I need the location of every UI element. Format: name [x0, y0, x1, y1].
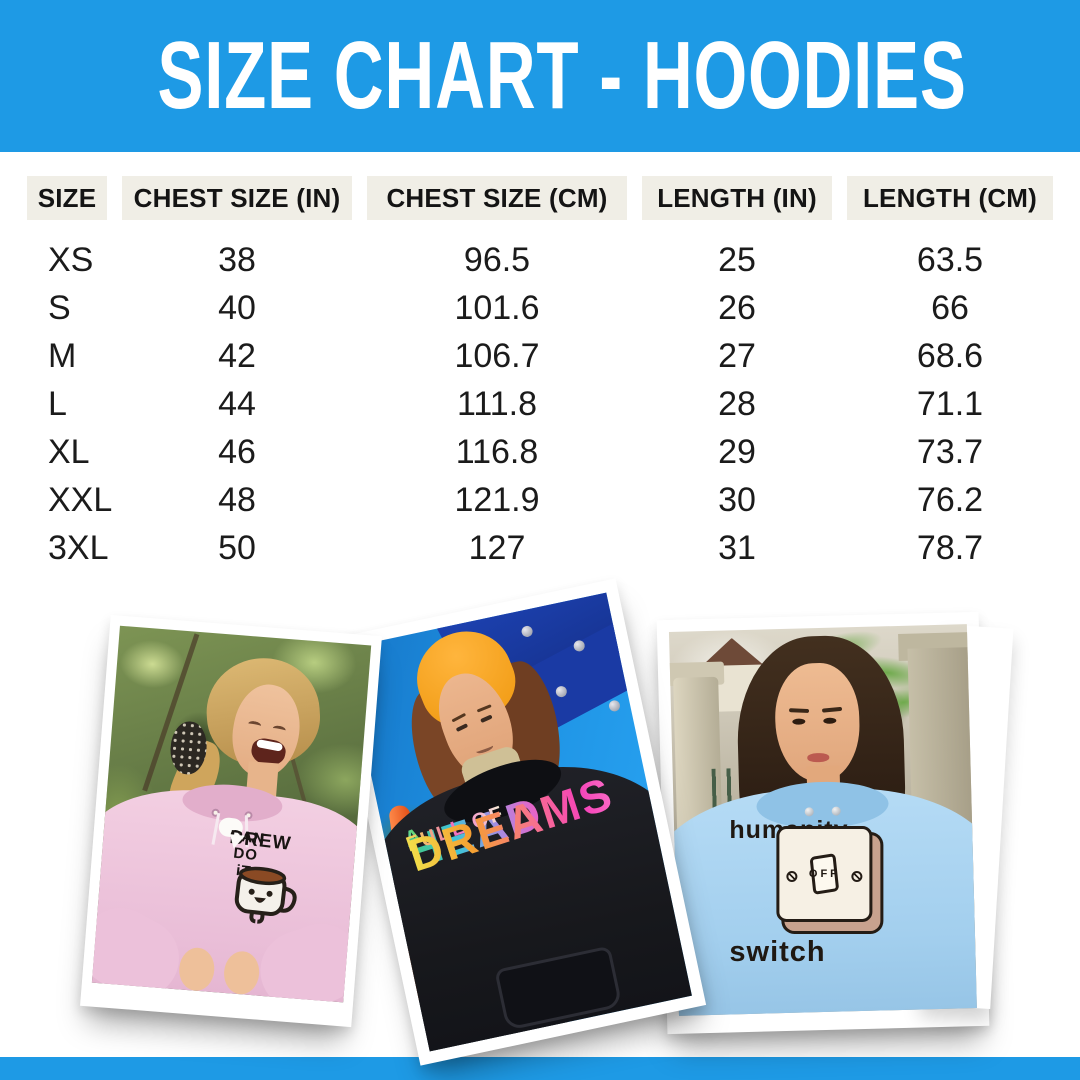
- black-hoodie-scene: A HEAD FULL OF DREAMS: [344, 592, 692, 1052]
- table-cell: S: [48, 288, 71, 327]
- table-cell: 101.6: [454, 288, 540, 327]
- eyebrow: [821, 706, 843, 713]
- table-cell: 63.5: [916, 240, 984, 279]
- page-title: SIZE CHART - HOODIES: [0, 0, 1080, 173]
- table-cell: M: [48, 336, 77, 375]
- table-cell: 78.7: [916, 528, 984, 567]
- header-banner: SIZE CHART - HOODIES: [0, 0, 1080, 152]
- column-header-size: SIZE: [27, 176, 107, 220]
- table-cell: 66: [931, 288, 969, 327]
- table-cell: XL: [48, 432, 90, 471]
- eye: [456, 723, 470, 733]
- table-cell: 42: [218, 336, 256, 375]
- table-cell: 48: [218, 480, 256, 519]
- table-cell: XS: [48, 240, 94, 279]
- table-cell: 111.8: [456, 384, 538, 423]
- table-cell: 76.2: [916, 480, 984, 519]
- table-cell: 116.8: [455, 432, 539, 471]
- table-cell: 71.1: [916, 384, 984, 423]
- table-cell: 121.9: [454, 480, 540, 519]
- coffee-cup-cartoon: [143, 846, 312, 924]
- table-cell: 31: [718, 528, 756, 567]
- blue-hoodie-scene: humanity ON OFF switch: [668, 624, 977, 1016]
- rivet: [607, 699, 621, 713]
- eye: [480, 715, 494, 724]
- eye: [792, 718, 806, 726]
- hoodie-print-brew: BREW CAN DO iT: [143, 808, 316, 924]
- column-header-chest-in: CHEST SIZE (IN): [122, 176, 352, 220]
- table-cell: L: [48, 384, 67, 423]
- column-header-length-in: LENGTH (IN): [642, 176, 832, 220]
- pink-hoodie-scene: BREW CAN DO iT: [91, 625, 372, 1003]
- table-cell: XXL: [48, 480, 113, 519]
- table-cell: 26: [718, 288, 756, 327]
- table-cell: 27: [718, 336, 756, 375]
- footer-bar: [0, 1057, 1080, 1080]
- table-cell: 46: [218, 432, 256, 471]
- eyebrow: [476, 704, 492, 713]
- drawstring-grommet: [831, 806, 841, 816]
- speech-bubble: BREW CAN DO iT: [217, 816, 293, 880]
- screw: [786, 871, 798, 883]
- table-cell: 3XL: [48, 528, 109, 567]
- drawstring-grommet: [804, 806, 814, 817]
- table-cell: 29: [718, 432, 756, 471]
- print-line-switch: switch: [729, 936, 826, 969]
- size-table: SIZE CHEST SIZE (IN) CHEST SIZE (CM) LEN…: [27, 176, 1053, 572]
- table-cell: 96.5: [463, 240, 531, 279]
- photo-blue-hoodie: humanity ON OFF switch: [656, 611, 990, 1035]
- table-cell: 73.7: [916, 432, 984, 471]
- eye: [247, 719, 263, 730]
- photo-pink-hoodie: BREW CAN DO iT: [80, 614, 382, 1028]
- switch-off-label: OFF: [808, 868, 840, 881]
- coffee-cup-drawing: [234, 866, 297, 924]
- table-cell: 127: [468, 528, 526, 567]
- page-title-text: SIZE CHART - HOODIES: [157, 22, 967, 129]
- table-cell: 30: [718, 480, 756, 519]
- table-cell: 50: [218, 528, 256, 567]
- table-cell: 25: [718, 240, 756, 279]
- table-cell: 38: [218, 240, 256, 279]
- lips: [807, 752, 830, 763]
- photo-black-hoodie: A HEAD FULL OF DREAMS: [329, 578, 707, 1066]
- table-cell: 44: [218, 384, 256, 423]
- column-header-chest-cm: CHEST SIZE (CM): [367, 176, 627, 220]
- light-switch-drawing: ON OFF: [776, 826, 873, 923]
- eye: [823, 718, 837, 725]
- eyebrow: [789, 707, 810, 713]
- hoodie-print-switch: humanity ON OFF switch: [729, 816, 919, 968]
- column-header-length-cm: LENGTH (CM): [847, 176, 1053, 220]
- screw: [851, 871, 863, 883]
- eye: [272, 724, 287, 734]
- eyebrow: [451, 712, 467, 723]
- table-cell: 106.7: [454, 336, 540, 375]
- table-cell: 68.6: [916, 336, 984, 375]
- table-cell: 28: [718, 384, 756, 423]
- table-cell: 40: [218, 288, 256, 327]
